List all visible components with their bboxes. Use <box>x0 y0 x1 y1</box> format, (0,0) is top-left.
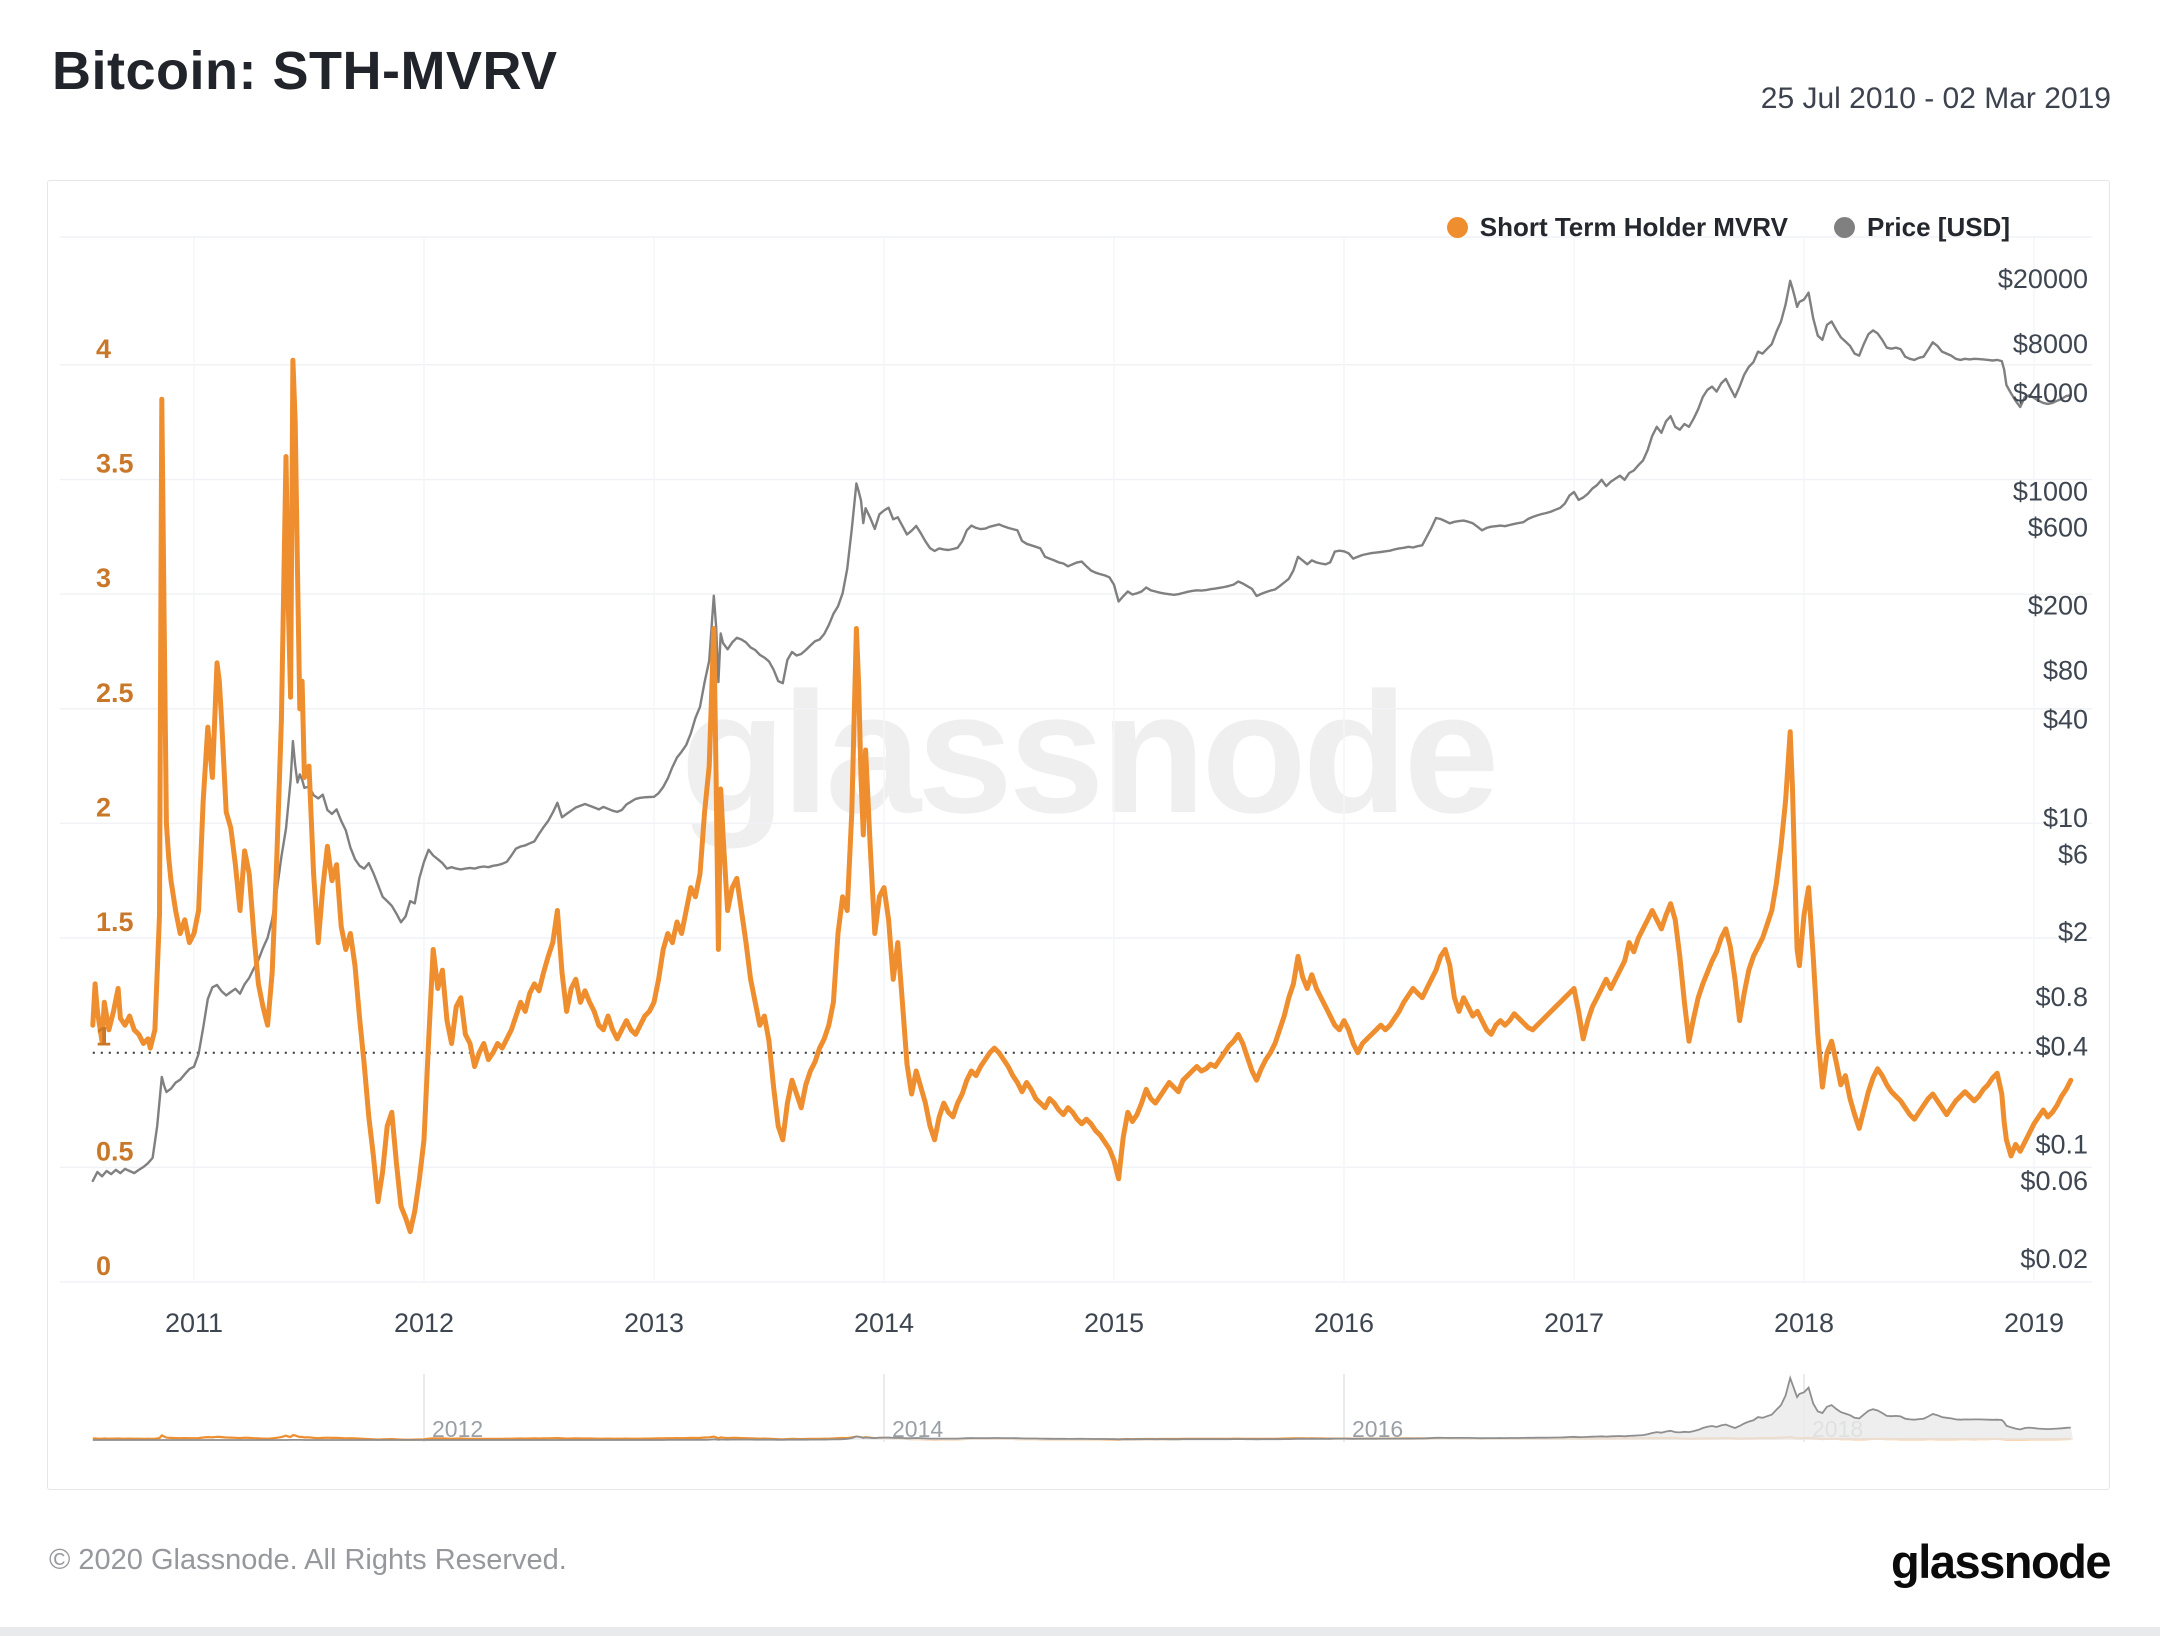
bottom-strip <box>0 1627 2160 1636</box>
chart-card <box>47 180 2110 1490</box>
price-legend-dot-icon <box>1833 217 1855 238</box>
mvrv-legend-dot-icon <box>1446 217 1468 238</box>
svg-text:3.5: 3.5 <box>96 448 134 478</box>
svg-text:2013: 2013 <box>624 1308 684 1338</box>
watermark-text: glassnode <box>681 657 1496 849</box>
svg-text:$1000: $1000 <box>2013 476 2088 506</box>
mvrv-line <box>90 357 2074 1235</box>
svg-text:4: 4 <box>96 334 111 364</box>
svg-text:2017: 2017 <box>1544 1308 1604 1338</box>
navigator-price-line <box>92 1374 2071 1441</box>
svg-text:$8000: $8000 <box>2013 329 2088 359</box>
svg-text:$0.8: $0.8 <box>2035 982 2088 1012</box>
svg-text:$0.4: $0.4 <box>2035 1031 2088 1061</box>
svg-text:3: 3 <box>96 563 111 593</box>
svg-text:$20000: $20000 <box>1998 264 2088 294</box>
svg-text:2018: 2018 <box>1774 1308 1834 1338</box>
svg-text:2011: 2011 <box>165 1308 223 1338</box>
legend-item-sth-mvrv[interactable]: Short Term Holder MVRV <box>1446 212 1788 243</box>
svg-text:1.5: 1.5 <box>96 907 134 937</box>
chart-legend: Short Term Holder MVRV Price [USD] <box>1446 212 2010 243</box>
copyright-text: © 2020 Glassnode. All Rights Reserved. <box>49 1544 567 1576</box>
svg-text:$80: $80 <box>2043 656 2088 686</box>
legend-item-price[interactable]: Price [USD] <box>1833 212 2010 243</box>
svg-text:$600: $600 <box>2028 513 2088 543</box>
svg-text:1: 1 <box>96 1022 111 1052</box>
svg-text:$200: $200 <box>2028 591 2088 621</box>
date-range: 25 Jul 2010 - 02 Mar 2019 <box>1760 82 2111 115</box>
x-axis-labels: 2011 2012 2013 2014 2015 2016 2017 2018 2019 <box>165 1308 2064 1338</box>
svg-text:$0.06: $0.06 <box>2020 1166 2088 1196</box>
svg-text:0.5: 0.5 <box>96 1136 134 1166</box>
legend-label-sth-mvrv: Short Term Holder MVRV <box>1479 212 1788 242</box>
glassnode-logo[interactable]: glassnode <box>1891 1535 2111 1588</box>
price-line <box>91 279 2073 1183</box>
right-axis-labels: $20000 $8000 $4000 $1000 $600 $200 $80 $40 $10 $6… <box>1998 264 2088 1274</box>
svg-text:2016: 2016 <box>1314 1308 1374 1338</box>
navigator-price-area <box>92 1378 2074 1440</box>
svg-text:$6: $6 <box>2058 839 2088 869</box>
svg-text:2.5: 2.5 <box>96 678 134 708</box>
svg-text:$0.1: $0.1 <box>2035 1130 2088 1160</box>
left-axis-labels: 0 0.5 1 1.5 2 2.5 3 3.5 4 <box>96 334 134 1281</box>
svg-text:2015: 2015 <box>1084 1308 1144 1338</box>
svg-text:$10: $10 <box>2043 803 2088 833</box>
page-title: Bitcoin: STH-MVRV <box>52 41 558 101</box>
svg-text:$4000: $4000 <box>2013 378 2088 408</box>
svg-text:2019: 2019 <box>2004 1308 2064 1338</box>
svg-text:2014: 2014 <box>854 1308 914 1338</box>
svg-text:0: 0 <box>96 1251 111 1281</box>
svg-text:$2: $2 <box>2058 917 2088 947</box>
svg-text:2012: 2012 <box>394 1308 454 1338</box>
svg-text:$0.02: $0.02 <box>2020 1244 2088 1274</box>
svg-text:$40: $40 <box>2043 705 2088 735</box>
svg-text:2: 2 <box>96 792 111 822</box>
navigator[interactable]: 2012201420162018 <box>92 1374 2074 1442</box>
legend-label-price: Price [USD] <box>1866 212 2010 242</box>
